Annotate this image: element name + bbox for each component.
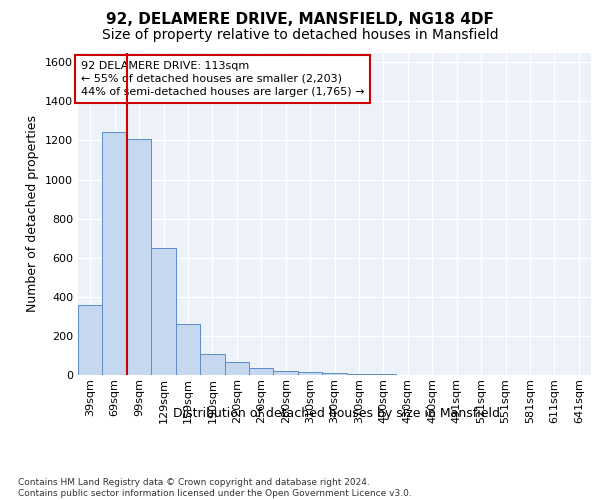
Text: Contains HM Land Registry data © Crown copyright and database right 2024.
Contai: Contains HM Land Registry data © Crown c… [18, 478, 412, 498]
Bar [151, 248, 176, 375]
Text: Distribution of detached houses by size in Mansfield: Distribution of detached houses by size … [173, 408, 500, 420]
Bar [176, 324, 200, 375]
Bar [322, 373, 347, 375]
Y-axis label: Number of detached properties: Number of detached properties [26, 116, 40, 312]
Bar [274, 371, 298, 375]
Text: Size of property relative to detached houses in Mansfield: Size of property relative to detached ho… [101, 28, 499, 42]
Bar [78, 304, 103, 375]
Text: 92 DELAMERE DRIVE: 113sqm
← 55% of detached houses are smaller (2,203)
44% of se: 92 DELAMERE DRIVE: 113sqm ← 55% of detac… [80, 60, 364, 97]
Bar [127, 138, 151, 375]
Bar [249, 368, 274, 375]
Bar [298, 372, 322, 375]
Bar [200, 354, 224, 375]
Text: 92, DELAMERE DRIVE, MANSFIELD, NG18 4DF: 92, DELAMERE DRIVE, MANSFIELD, NG18 4DF [106, 12, 494, 28]
Bar [371, 374, 395, 375]
Bar [224, 362, 249, 375]
Bar [103, 132, 127, 375]
Bar [347, 374, 371, 375]
